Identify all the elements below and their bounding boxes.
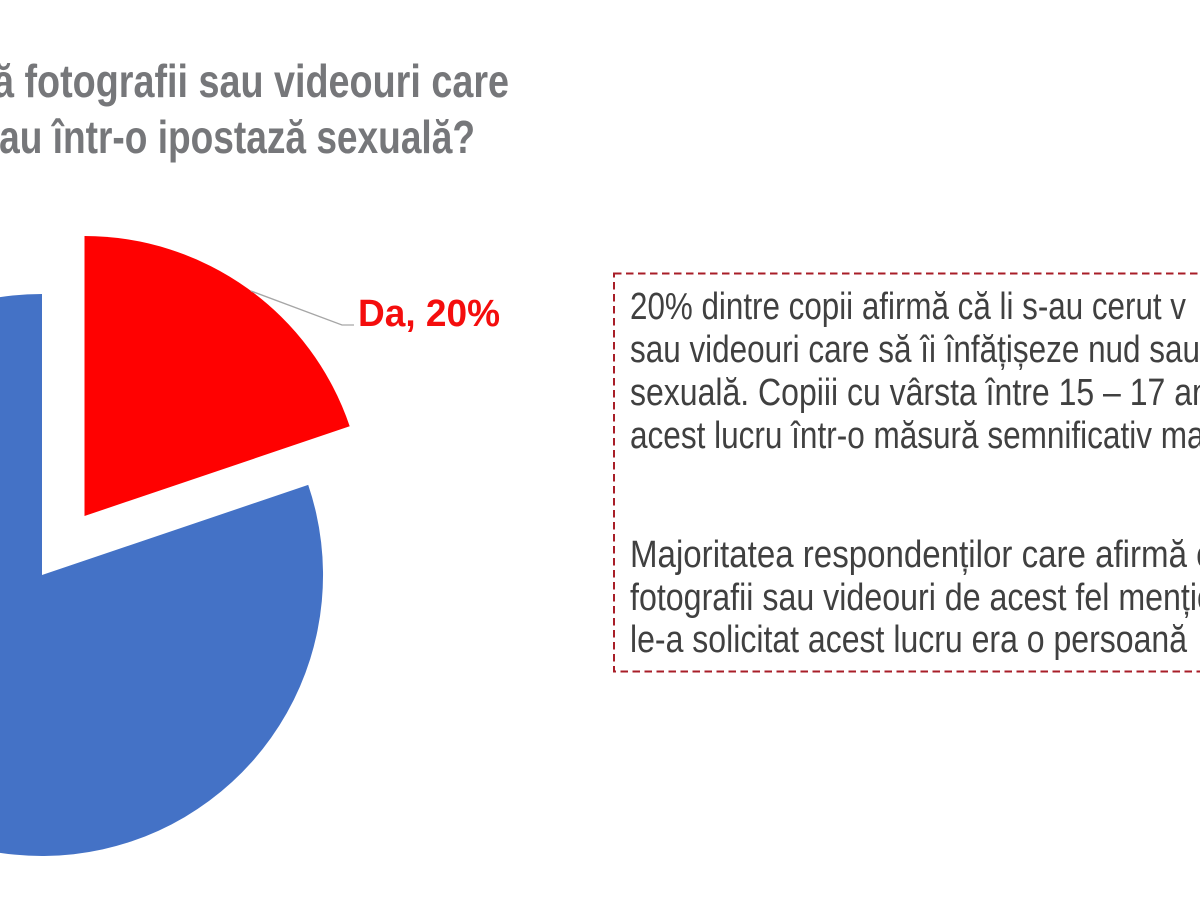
svg-text:20% dintre copii afirmă că li: 20% dintre copii afirmă că li s-au cerut…	[630, 286, 1186, 328]
svg-text:ă fotografii sau videouri care: ă fotografii sau videouri care	[0, 55, 509, 107]
svg-text:Da, 20%: Da, 20%	[358, 293, 500, 335]
svg-text:Majoritatea respondenților car: Majoritatea respondenților care afirmă c	[630, 534, 1200, 576]
svg-text:sexuală. Copiii cu vârsta într: sexuală. Copiii cu vârsta între 15 – 17 …	[630, 372, 1200, 414]
svg-text:le-a solicitat acest lucru era: le-a solicitat acest lucru era o persoan…	[630, 619, 1188, 661]
svg-text:acest lucru într-o măsură semn: acest lucru într-o măsură semnificativ m…	[630, 415, 1200, 457]
svg-text:sau videouri care să îi înfăți: sau videouri care să îi înfățișeze nud s…	[630, 329, 1200, 371]
svg-text:sau într-o ipostază sexuală?: sau într-o ipostază sexuală?	[0, 111, 475, 163]
svg-text:fotografii sau videouri de ace: fotografii sau videouri de acest fel men…	[630, 577, 1200, 619]
